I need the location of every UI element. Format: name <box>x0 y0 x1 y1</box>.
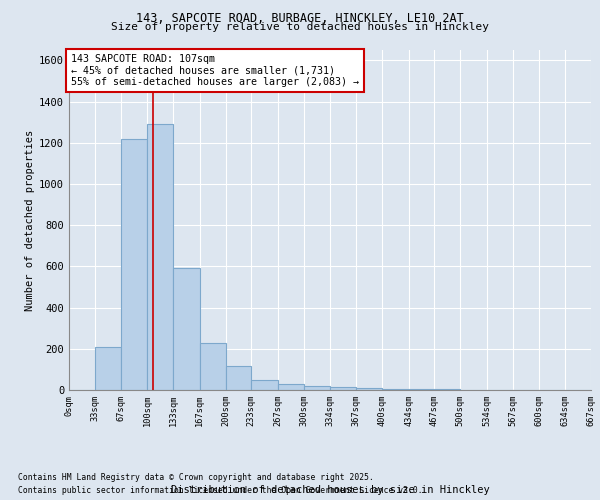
Bar <box>304 386 331 390</box>
Y-axis label: Number of detached properties: Number of detached properties <box>25 130 35 310</box>
X-axis label: Distribution of detached houses by size in Hinckley: Distribution of detached houses by size … <box>170 484 490 494</box>
Bar <box>121 138 147 390</box>
Bar <box>251 380 278 390</box>
Bar <box>382 388 409 390</box>
Bar <box>95 346 121 390</box>
Text: Size of property relative to detached houses in Hinckley: Size of property relative to detached ho… <box>111 22 489 32</box>
Text: Contains public sector information licensed under the Open Government Licence v3: Contains public sector information licen… <box>18 486 422 495</box>
Bar <box>331 387 356 390</box>
Bar <box>409 389 434 390</box>
Bar <box>226 366 251 390</box>
Bar <box>173 268 200 390</box>
Text: 143, SAPCOTE ROAD, BURBAGE, HINCKLEY, LE10 2AT: 143, SAPCOTE ROAD, BURBAGE, HINCKLEY, LE… <box>136 12 464 26</box>
Bar <box>200 342 226 390</box>
Bar <box>278 384 304 390</box>
Bar <box>147 124 173 390</box>
Bar <box>356 388 382 390</box>
Text: 143 SAPCOTE ROAD: 107sqm
← 45% of detached houses are smaller (1,731)
55% of sem: 143 SAPCOTE ROAD: 107sqm ← 45% of detach… <box>71 54 359 88</box>
Text: Contains HM Land Registry data © Crown copyright and database right 2025.: Contains HM Land Registry data © Crown c… <box>18 474 374 482</box>
